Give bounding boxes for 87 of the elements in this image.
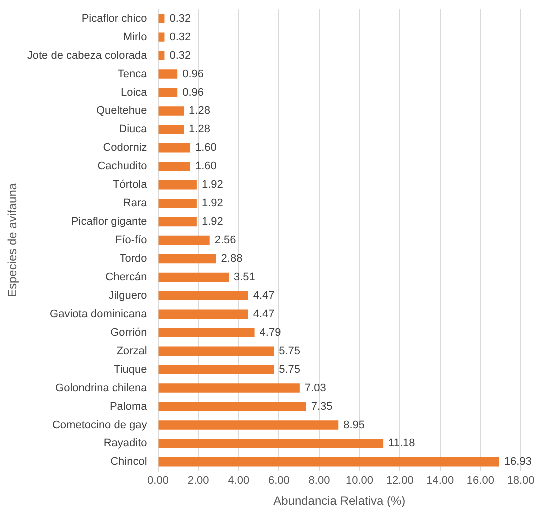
bar [158,291,248,301]
bar [158,236,210,246]
y-tick-label: Tórtola [113,179,148,192]
data-label: 4.79 [260,326,282,339]
data-label: 2.88 [221,253,243,266]
y-tick-label: Rayadito [104,438,148,450]
bar [158,32,165,42]
x-tick-label: 12.00 [386,475,414,488]
y-tick-label: Cachudito [98,160,148,173]
bar [158,310,248,320]
data-label: 11.18 [388,438,416,450]
y-tick-label: Picaflor gigante [71,216,148,228]
data-label: 4.47 [253,290,275,302]
data-label: 0.32 [170,12,192,25]
data-label: 1.28 [189,105,210,118]
bar [158,328,255,338]
bar [158,106,184,116]
data-label: 1.60 [196,142,217,154]
y-tick-label: Chincol [110,456,148,468]
y-tick-label: Picaflor chico [82,12,148,25]
y-tick-label: Zorzal [116,345,148,358]
data-label: 1.28 [189,124,210,136]
y-tick-label: Gorrión [110,326,148,339]
y-tick-label: Tenca [118,68,148,80]
data-label: 1.60 [196,160,217,173]
y-tick-label: Golondrina chilena [56,382,148,394]
data-label: 7.35 [311,400,333,413]
data-label: 5.75 [279,364,301,376]
bar [158,14,165,24]
x-tick-label: 18.00 [507,475,535,488]
data-label: 4.47 [253,308,275,320]
x-tick-label: 14.00 [426,475,454,488]
y-tick-label: Tiuque [114,364,148,376]
y-tick-label: Gaviota dominicana [50,308,148,320]
data-label: 0.32 [170,31,192,44]
data-label: 7.03 [304,382,326,394]
y-tick-label: Tordo [120,253,148,266]
x-tick-label: 2.00 [188,475,210,488]
y-tick-label: Loica [120,86,148,99]
y-tick-label: Queltehue [96,105,148,118]
bar [158,70,178,79]
bar [158,51,165,60]
bar [158,384,300,393]
bar [158,88,178,98]
x-tick-label: 8.00 [308,475,330,488]
bar [158,125,184,134]
data-label: 0.96 [182,68,204,80]
x-tick-label: 6.00 [268,475,290,488]
bar [158,402,306,412]
bar [158,439,384,448]
y-tick-label: Paloma [110,400,148,413]
bar [158,217,197,227]
bar [158,144,191,153]
x-tick-label: 4.00 [228,475,250,488]
bar [158,420,339,430]
bar [158,198,197,208]
y-tick-label: Rara [123,198,148,210]
bar [158,180,197,190]
data-label: 16.93 [504,456,532,468]
y-tick-label: Codorniz [103,142,148,154]
data-label: 8.95 [344,419,366,432]
y-tick-label: Diuca [119,124,148,136]
data-label: 1.92 [202,198,224,210]
bar [158,458,500,467]
bar [158,346,274,356]
bar [158,254,216,264]
y-tick-label: Jilguero [108,290,148,302]
y-tick-label: Chercán [106,271,148,284]
y-axis-title: Especies de avifauna [6,183,20,298]
bar [158,365,274,374]
data-label: 1.92 [202,216,224,228]
x-tick-label: 0.00 [148,475,169,488]
bar [158,272,229,282]
data-label: 5.75 [279,345,301,358]
x-tick-label: 16.00 [466,475,494,488]
data-label: 2.56 [214,234,236,247]
data-label: 1.92 [202,179,224,192]
y-tick-label: Jote de cabeza colorada [27,50,148,62]
y-tick-label: Mirlo [123,31,148,44]
data-label: 3.51 [234,271,256,284]
y-tick-label: Fío-fío [115,234,148,247]
x-tick-label: 10.00 [346,475,374,488]
y-tick-label: Cometocino de gay [52,419,148,432]
bar [158,162,191,172]
data-label: 0.96 [182,86,204,99]
x-axis-title: Abundancia Relativa (%) [274,494,406,508]
data-label: 0.32 [170,50,192,62]
